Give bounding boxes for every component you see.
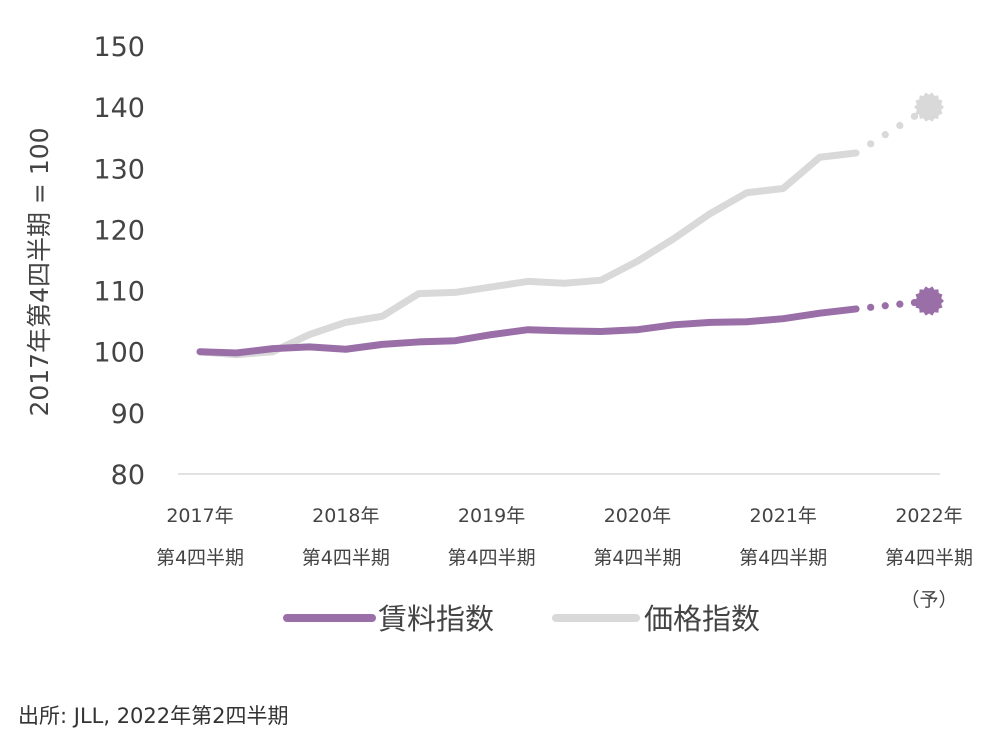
forecast-dot <box>896 121 904 130</box>
x-tick-label: 2018年 <box>312 505 379 527</box>
y-tick-label: 90 <box>111 399 145 430</box>
series-layer <box>196 92 944 359</box>
y-tick-label: 110 <box>93 277 145 308</box>
y-axis-label: 2017年第4四半期 = 100 <box>25 127 54 416</box>
legend-label: 価格指数 <box>644 602 760 636</box>
y-tick-label: 140 <box>93 93 145 124</box>
x-tick-label: 第4四半期 <box>448 547 536 569</box>
x-tick-label: （予） <box>900 589 957 611</box>
y-tick-label: 100 <box>93 338 145 369</box>
x-tick-label: 第4四半期 <box>302 547 390 569</box>
y-axis-ticks: 80 90 100 110 120 130 140 150 <box>93 32 145 491</box>
x-tick-label: 第4四半期 <box>593 547 681 569</box>
y-tick-label: 150 <box>93 32 145 63</box>
legend: 賃料指数 価格指数 <box>283 602 760 636</box>
forecast-dot <box>881 131 889 139</box>
x-tick-label: 2020年 <box>604 505 671 527</box>
forecast-dot <box>910 112 919 120</box>
forecast-marker-0 <box>914 286 944 316</box>
forecast-dot <box>867 303 875 311</box>
forecast-dot <box>896 300 904 308</box>
source-note: 出所: JLL, 2022年第2四半期 <box>18 704 289 728</box>
x-tick-label: 2017年 <box>166 505 233 527</box>
x-tick-label: 2022年 <box>895 505 962 527</box>
x-tick-label: 第4四半期 <box>885 547 973 569</box>
forecast-dot <box>867 140 875 148</box>
legend-label: 賃料指数 <box>378 602 494 636</box>
y-tick-label: 130 <box>93 154 145 185</box>
series-line-1 <box>196 149 860 359</box>
forecast-dot <box>881 302 889 310</box>
y-tick-label: 80 <box>111 460 145 491</box>
series-line-0 <box>196 305 860 357</box>
forecast-marker-1 <box>914 92 944 122</box>
x-tick-label: 2019年 <box>458 505 525 527</box>
y-tick-label: 120 <box>93 215 145 246</box>
x-tick-label: 第4四半期 <box>739 547 827 569</box>
x-tick-label: 第4四半期 <box>156 547 244 569</box>
x-tick-label: 2021年 <box>750 505 817 527</box>
